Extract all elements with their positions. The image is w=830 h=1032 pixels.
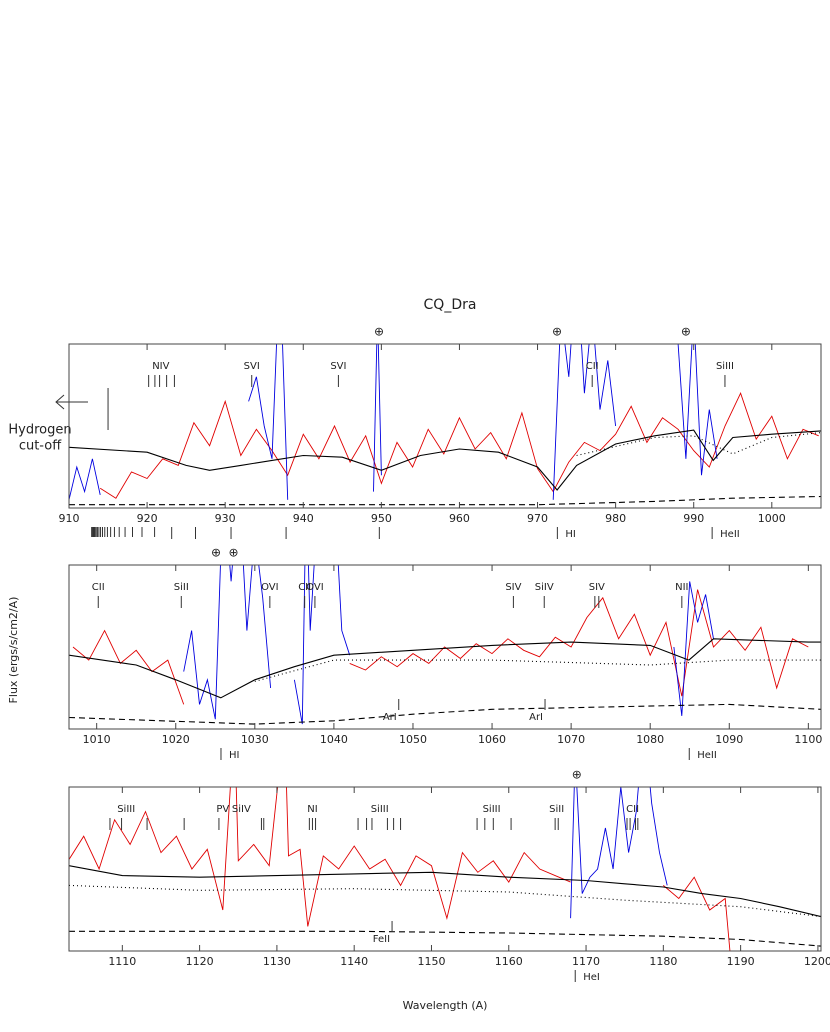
- x-tick-label: 1180: [649, 955, 677, 968]
- line-id-label: SiIV: [232, 804, 251, 815]
- line-id-label: SiIV: [535, 582, 554, 593]
- line-id-label: NI: [307, 804, 317, 815]
- x-tick-label: 980: [605, 512, 626, 525]
- spectrum-line: [69, 703, 821, 725]
- cutoff-label: Hydrogen: [8, 423, 71, 438]
- x-tick-label: 1170: [572, 955, 600, 968]
- x-tick-label: 1060: [478, 733, 506, 746]
- x-tick-label: 1070: [557, 733, 585, 746]
- line-id-label: SIV: [589, 582, 605, 593]
- x-tick-label: 930: [215, 512, 236, 525]
- line-id-label: SiIII: [371, 804, 389, 815]
- spectrum-line: [576, 432, 821, 457]
- telluric-symbol: ⊕: [552, 325, 562, 339]
- chart-title: CQ_Dra: [424, 297, 477, 313]
- x-tick-label: 920: [137, 512, 158, 525]
- x-tick-label: 1120: [186, 955, 214, 968]
- plot-frame: [68, 564, 822, 730]
- line-id-label: SiII: [174, 582, 189, 593]
- spectrum-line: [69, 787, 731, 951]
- line-id-label: SiII: [549, 804, 564, 815]
- plot-area: [69, 344, 821, 506]
- x-tick-label: 1160: [495, 955, 523, 968]
- spectrum-line: [69, 930, 821, 947]
- line-id-label: OVI: [306, 582, 324, 593]
- x-tick-label: 1200: [804, 955, 830, 968]
- x-tick-label: 1020: [162, 733, 190, 746]
- line-id-label: NIV: [152, 361, 169, 372]
- line-id-label: HeI: [583, 972, 600, 983]
- telluric-symbol: ⊕: [681, 325, 691, 339]
- x-tick-label: 970: [527, 512, 548, 525]
- spectrum-line: [254, 659, 821, 682]
- x-tick-label: 940: [293, 512, 314, 525]
- line-id-label: HeII: [720, 529, 740, 540]
- plot-area: [69, 787, 821, 951]
- cutoff-label: cut-off: [19, 439, 62, 454]
- y-axis-label: Flux (ergs/s/cm2/A): [7, 597, 20, 704]
- line-id-label: ArI: [383, 712, 397, 723]
- line-id-label: ArI: [529, 712, 543, 723]
- spectrum-line: [69, 495, 821, 506]
- line-id-label: HI: [229, 750, 239, 761]
- plot-frame: [68, 343, 822, 509]
- spectrum-line: [69, 344, 718, 500]
- plot-frame: [68, 786, 822, 952]
- line-id-label: SVI: [330, 361, 346, 372]
- x-tick-label: 960: [449, 512, 470, 525]
- line-id-label: SiIII: [483, 804, 501, 815]
- x-tick-label: 910: [59, 512, 80, 525]
- spectrum-line: [69, 865, 821, 918]
- spectrum-line: [69, 884, 821, 918]
- line-id-label: SiIII: [716, 361, 734, 372]
- x-tick-label: 1140: [340, 955, 368, 968]
- x-tick-label: 1100: [794, 733, 822, 746]
- spectrum-line: [183, 565, 714, 725]
- cutoff-arrow: [55, 394, 88, 410]
- line-id-label: FeII: [373, 934, 390, 945]
- line-id-label: NII: [675, 582, 688, 593]
- line-id-label: CII: [298, 582, 311, 593]
- line-id-label: SiIII: [117, 804, 135, 815]
- x-tick-label: 990: [683, 512, 704, 525]
- line-id-label: HeII: [697, 750, 717, 761]
- x-tick-label: 1080: [636, 733, 664, 746]
- plot-area: [69, 565, 821, 725]
- x-tick-label: 1030: [241, 733, 269, 746]
- telluric-symbol: ⊕: [374, 325, 384, 339]
- telluric-symbol: ⊕: [572, 768, 582, 782]
- line-id-label: CII: [626, 804, 639, 815]
- x-tick-label: 1000: [758, 512, 786, 525]
- x-tick-label: 1010: [83, 733, 111, 746]
- line-id-label: CII: [586, 361, 599, 372]
- line-id-label: PV: [216, 804, 229, 815]
- x-tick-label: 1130: [263, 955, 291, 968]
- line-id-label: OVI: [261, 582, 279, 593]
- spectrum-line: [99, 392, 819, 499]
- line-id-label: SIV: [505, 582, 521, 593]
- line-id-label: HI: [565, 529, 575, 540]
- spectrum-line: [72, 589, 809, 705]
- x-tick-label: 1040: [320, 733, 348, 746]
- x-tick-label: 1110: [108, 955, 136, 968]
- spectrum-line: [69, 429, 821, 491]
- x-tick-label: 1150: [417, 955, 445, 968]
- x-tick-label: 1190: [727, 955, 755, 968]
- telluric-symbol: ⊕: [228, 546, 238, 560]
- x-axis-label: Wavelength (A): [403, 999, 488, 1012]
- x-tick-label: 1050: [399, 733, 427, 746]
- telluric-symbol: ⊕: [211, 546, 221, 560]
- spectrum-line: [69, 638, 821, 699]
- x-tick-label: 1090: [715, 733, 743, 746]
- line-id-label: SVI: [244, 361, 260, 372]
- spectrum-line: [570, 787, 668, 919]
- line-id-label: CII: [92, 582, 105, 593]
- x-tick-label: 950: [371, 512, 392, 525]
